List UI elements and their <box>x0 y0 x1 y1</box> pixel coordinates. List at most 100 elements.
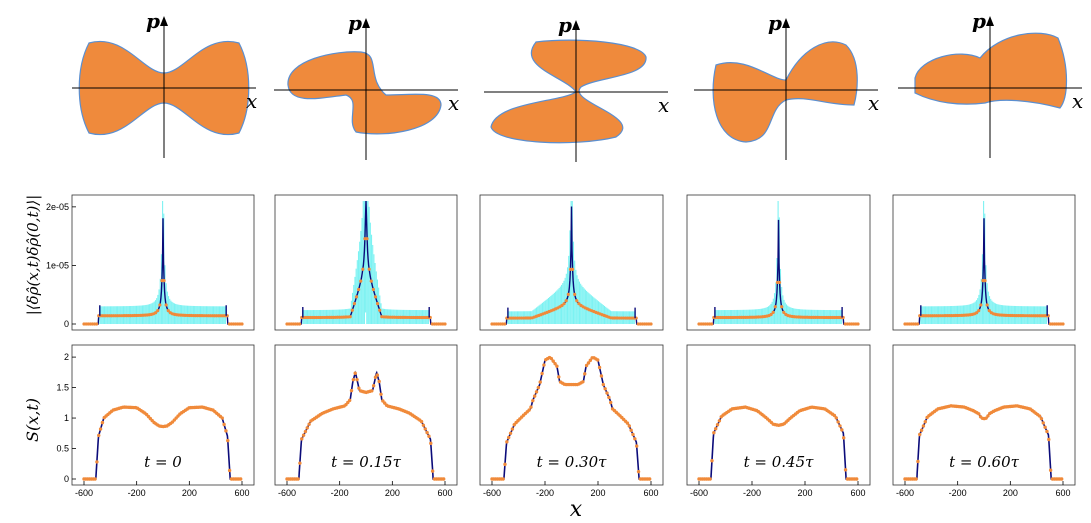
correlation-marker <box>987 309 991 313</box>
correlation-marker <box>154 311 158 315</box>
correlation-marker <box>373 295 378 299</box>
droplet-shape <box>914 32 1068 109</box>
x-tick-label: 600 <box>437 488 452 498</box>
structure-factor-panel: t = 0.30τ -600 -200 200 600 <box>479 344 664 498</box>
p-axis-arrow-icon <box>160 16 168 26</box>
structure-factor-marker <box>712 431 716 435</box>
x-axis-label: x <box>246 89 257 113</box>
structure-factor-marker <box>840 428 844 432</box>
structure-factor-marker <box>540 371 544 376</box>
panel-frame <box>71 344 255 486</box>
x-tick-label: 600 <box>643 488 658 498</box>
correlation-marker <box>354 295 359 299</box>
correlation-marker <box>348 315 352 319</box>
time-label: t = 0.60τ <box>949 453 1020 471</box>
structure-factor-marker <box>627 424 631 428</box>
structure-factor-marker <box>603 387 607 391</box>
structure-factor-marker <box>918 432 922 437</box>
structure-factor-marker <box>838 424 842 428</box>
correlation-marker <box>979 303 983 307</box>
p-axis-arrow-icon <box>362 18 370 28</box>
correlation-marker <box>375 302 380 306</box>
correlation-marker <box>298 322 302 326</box>
structure-factor-marker <box>583 372 587 376</box>
correlation-plot-area <box>285 200 447 326</box>
structure-factor-marker <box>419 419 424 424</box>
structure-factor-marker <box>534 390 539 394</box>
panel-frame <box>479 344 664 486</box>
correlation-marker <box>856 322 860 326</box>
structure-factor-marker <box>531 398 535 403</box>
correlation-marker <box>443 322 447 326</box>
panel-frame <box>686 194 871 331</box>
correlation-plot-area <box>490 201 653 326</box>
structure-factor-marker <box>841 436 846 440</box>
structure-factor-ylabel: S(x,t) <box>23 398 42 442</box>
structure-factor-marker <box>441 477 446 481</box>
x-tick-label: -200 <box>331 488 349 498</box>
structure-factor-marker <box>300 437 304 441</box>
structure-factor-marker <box>220 416 224 420</box>
structure-factor-marker <box>1039 416 1044 421</box>
correlation-panel <box>892 194 1076 331</box>
structure-factor-marker <box>1045 429 1049 434</box>
structure-factor-marker <box>536 385 541 390</box>
y-tick-label: 1.5 <box>56 383 69 393</box>
correlation-marker <box>352 302 357 306</box>
p-axis-arrow-icon <box>986 16 994 26</box>
correlation-marker <box>773 305 777 309</box>
structure-factor-marker <box>305 426 309 430</box>
structure-factor-marker <box>100 420 105 425</box>
panel-frame <box>274 194 458 331</box>
phase-space-panel: px <box>484 13 669 162</box>
x-axis-label: x <box>1072 89 1083 113</box>
structure-factor-marker <box>298 461 302 465</box>
correlation-marker <box>350 308 354 312</box>
structure-factor-marker <box>429 441 433 446</box>
x-tick-label: -600 <box>690 488 708 498</box>
structure-factor-marker <box>609 400 613 405</box>
structure-factor-marker <box>355 377 359 382</box>
structure-factor-marker <box>715 423 720 427</box>
structure-factor-marker <box>501 477 505 481</box>
structure-factor-marker <box>224 429 228 433</box>
structure-factor-marker <box>710 459 714 463</box>
structure-factor-marker <box>596 358 600 362</box>
correlation-marker <box>240 322 244 326</box>
correlation-marker <box>166 309 170 313</box>
p-axis-label: p <box>348 11 362 35</box>
panel-frame <box>479 194 664 331</box>
correlation-marker <box>359 279 363 283</box>
x-tick-label: 600 <box>1055 488 1070 498</box>
structure-factor-marker <box>1043 425 1047 429</box>
correlation-plot-area <box>697 201 860 326</box>
structure-factor-panel: t = 0.45τ -600 -200 200 600 <box>686 344 871 498</box>
structure-factor-marker <box>238 477 243 481</box>
structure-factor-marker <box>921 424 926 428</box>
correlation-marker <box>158 303 162 307</box>
correlation-marker <box>777 280 782 285</box>
x-tick-label: -600 <box>483 488 501 498</box>
structure-factor-marker <box>430 469 435 473</box>
correlation-marker <box>367 267 371 271</box>
correlation-marker <box>164 303 168 307</box>
structure-factor-marker <box>301 433 306 437</box>
correlation-marker <box>771 310 775 314</box>
x-tick-label: -200 <box>743 488 761 498</box>
structure-factor-marker <box>423 427 427 431</box>
structure-factor-marker <box>551 359 555 363</box>
phase-space-panel: px <box>898 9 1083 158</box>
p-axis-label: p <box>558 13 572 37</box>
structure-factor-marker <box>347 398 352 403</box>
x-tick-label: 600 <box>850 488 865 498</box>
correlation-panel <box>479 194 664 331</box>
structure-factor-marker <box>532 394 537 398</box>
y-tick-label: 1e-05 <box>46 260 69 270</box>
correlation-marker <box>95 322 99 326</box>
structure-factor-marker <box>1059 477 1064 481</box>
p-axis-arrow-icon <box>572 20 580 30</box>
panel-frame <box>686 344 871 486</box>
structure-factor-marker <box>588 358 593 363</box>
structure-factor-marker <box>977 412 981 416</box>
x-tick-label: -600 <box>75 488 93 498</box>
